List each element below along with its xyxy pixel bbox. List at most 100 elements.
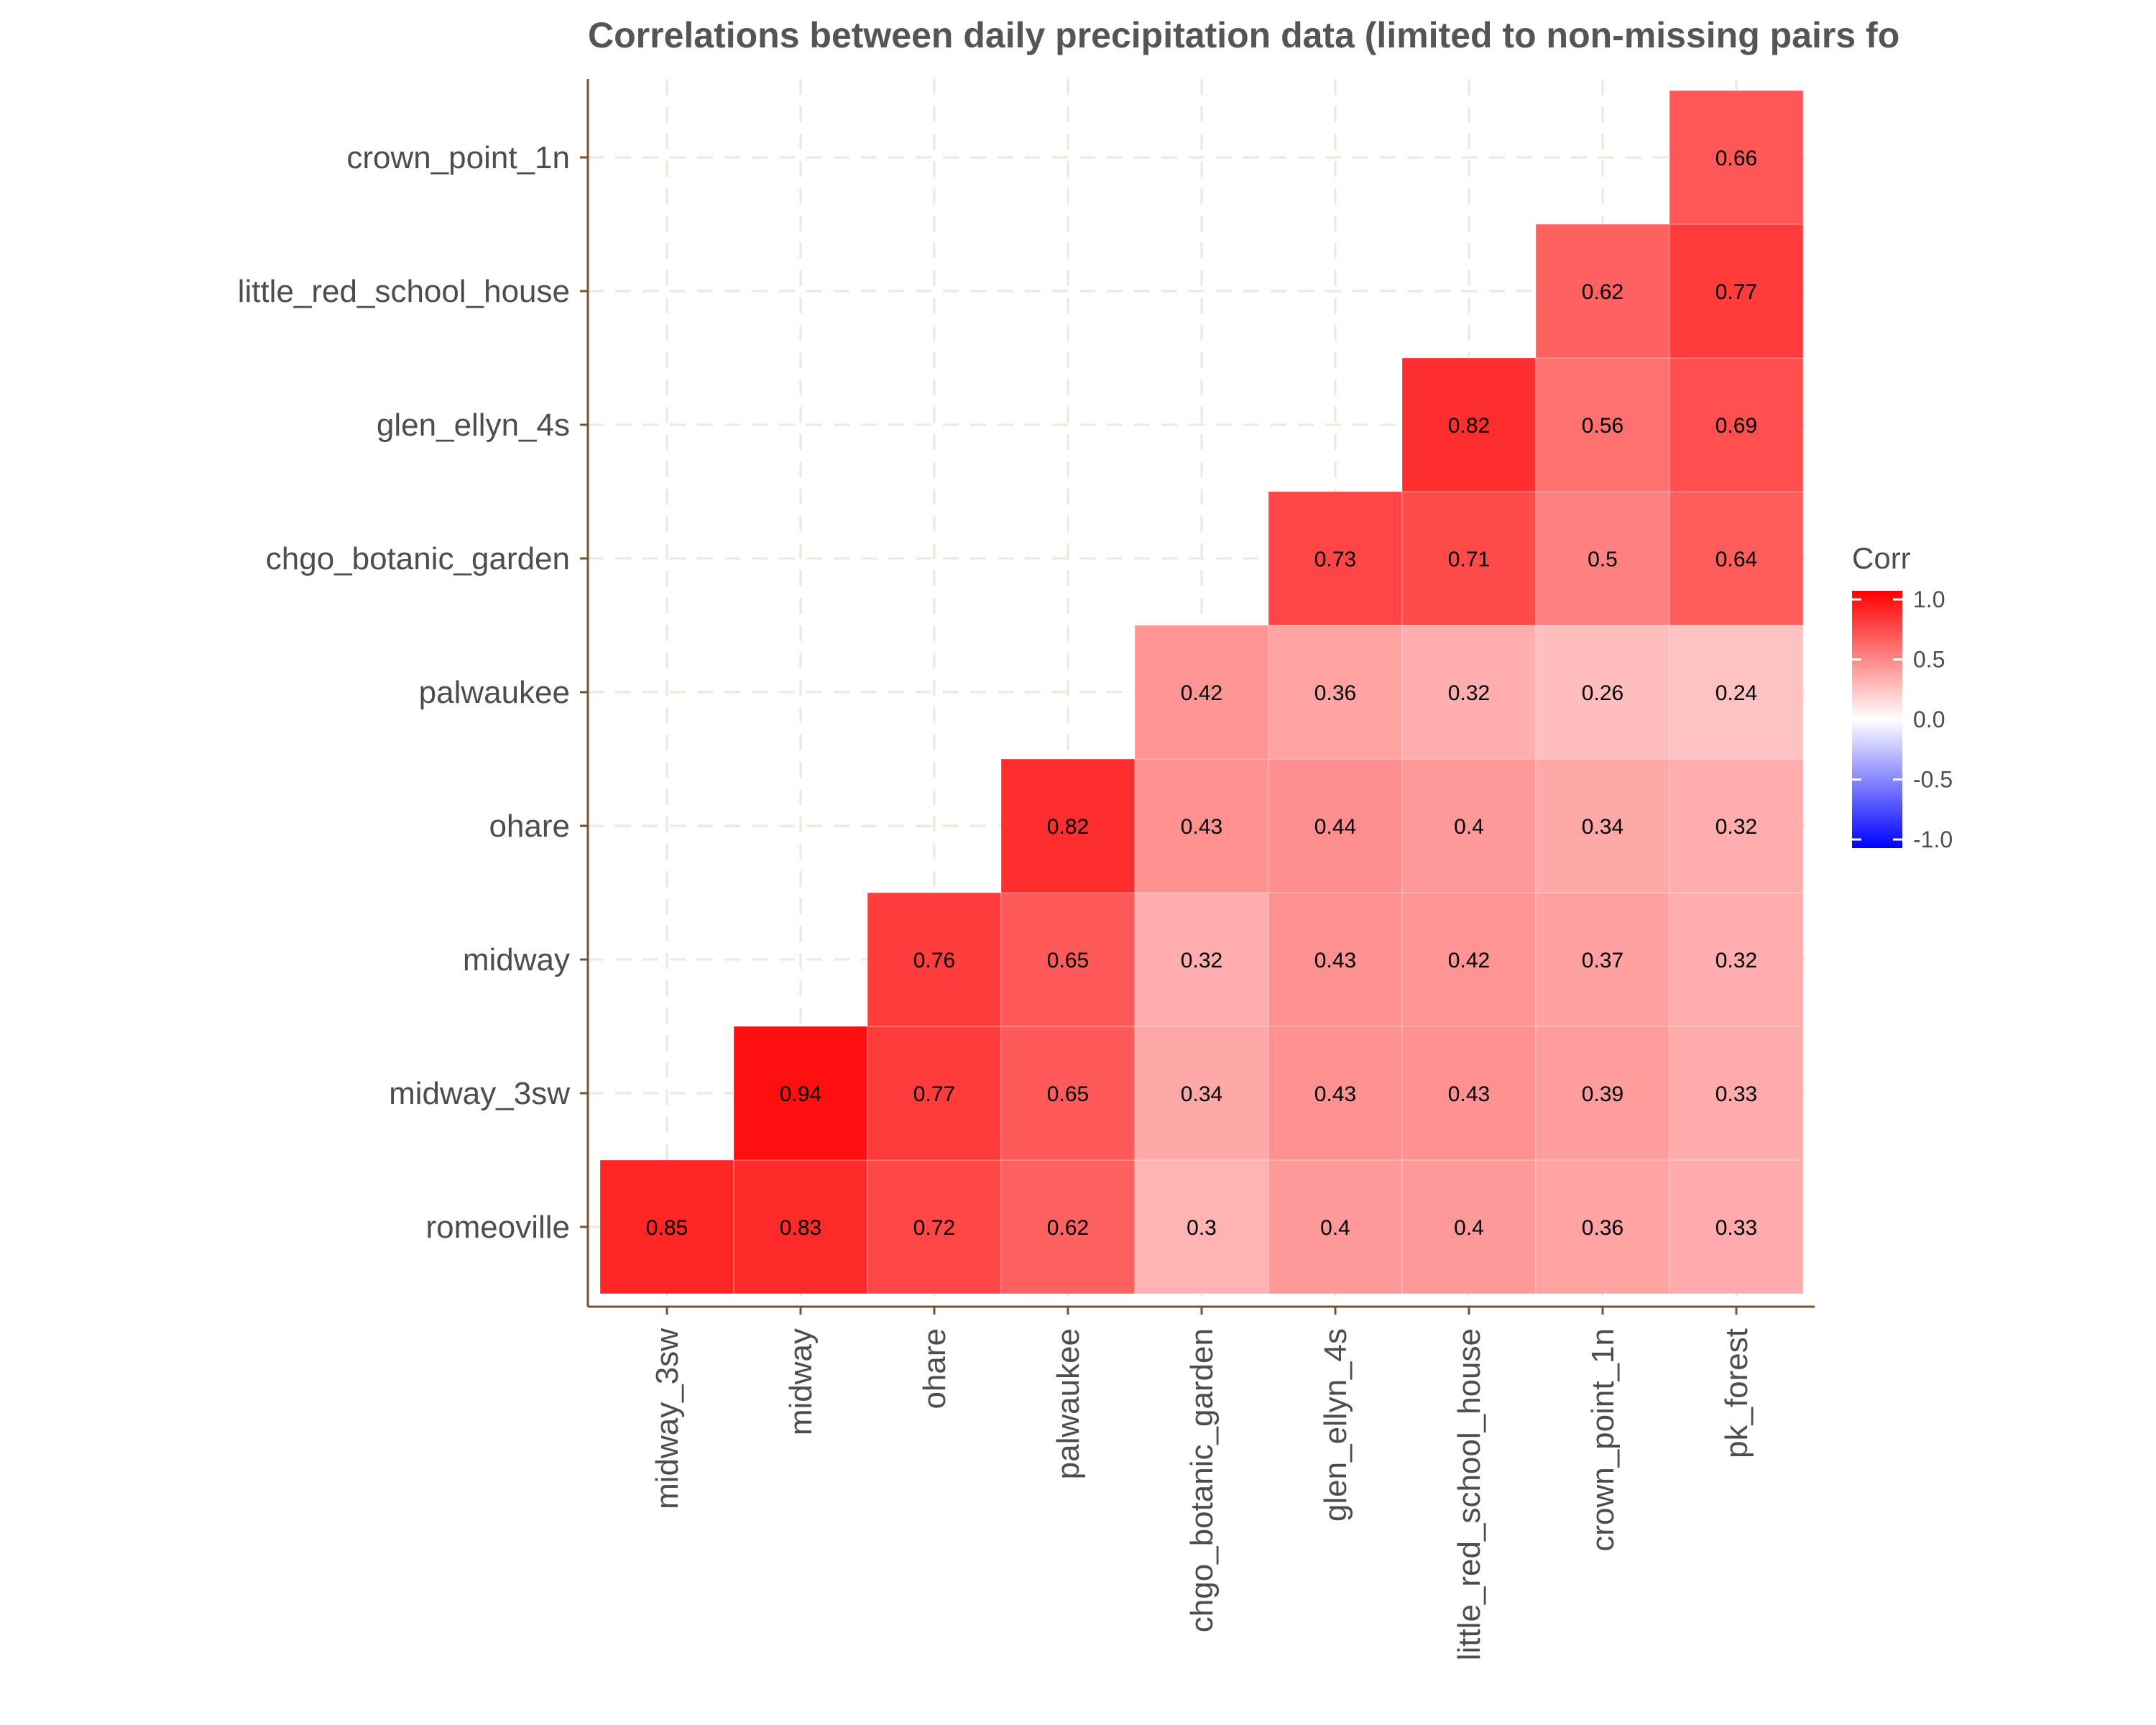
heatmap-cell — [1669, 357, 1804, 492]
cell-value-label: 0.4 — [1454, 1216, 1484, 1240]
y-axis-tick-label: ohare — [489, 809, 570, 844]
cell-value-label: 0.56 — [1582, 414, 1623, 438]
y-axis-tick-label: midway — [463, 942, 570, 978]
cell-value-label: 0.83 — [780, 1216, 821, 1240]
legend-label: 1.0 — [1913, 586, 1945, 612]
heatmap-cell — [1268, 625, 1403, 760]
x-axis-tick-label: midway — [783, 1328, 819, 1435]
heatmap-cell — [1401, 892, 1537, 1027]
y-axis-tick-label: glen_ellyn_4s — [377, 408, 570, 443]
heatmap-cell — [1535, 625, 1670, 760]
cell-value-label: 0.39 — [1582, 1082, 1623, 1106]
cell-value-label: 0.76 — [913, 949, 955, 972]
heatmap-cell — [1268, 1026, 1403, 1161]
axes — [580, 79, 1815, 1315]
cell-value-label: 0.32 — [1715, 949, 1757, 972]
heatmap-cell — [1535, 224, 1670, 359]
heatmap-cell — [1401, 625, 1537, 760]
x-axis-tick-label: chgo_botanic_garden — [1184, 1328, 1220, 1632]
cell-value-label: 0.69 — [1715, 414, 1757, 438]
cell-value-label: 0.3 — [1187, 1216, 1217, 1240]
cell-value-label: 0.44 — [1314, 815, 1356, 839]
heatmap-cell — [599, 1159, 734, 1294]
x-axis-tick-label: palwaukee — [1051, 1328, 1086, 1479]
heatmap-cell — [1669, 1159, 1804, 1294]
cell-value-label: 0.65 — [1047, 949, 1089, 972]
cell-value-label: 0.26 — [1582, 681, 1623, 705]
legend-title: Corr — [1852, 541, 1911, 575]
y-axis-tick-label: midway_3sw — [389, 1076, 570, 1111]
heatmap-cell — [1669, 1026, 1804, 1161]
y-axis-tick-label: romeoville — [425, 1210, 570, 1245]
cell-value-label: 0.33 — [1715, 1216, 1757, 1240]
heatmap-cell — [1000, 892, 1135, 1027]
heatmap-cell — [1669, 758, 1804, 893]
heatmap-cell — [1401, 1026, 1537, 1161]
heatmap-cell — [1401, 357, 1537, 492]
y-axis-tick-label: crown_point_1n — [346, 140, 570, 175]
y-axis-tick-labels: romeoville midway_3sw midway ohare palwaukee… — [238, 140, 571, 1245]
heatmap-cell — [1134, 1026, 1269, 1161]
cell-value-label: 0.66 — [1715, 147, 1757, 170]
cell-value-labels: 0.85 0.83 0.72 0.62 0.3 0.4 0.4 0.36 0.33 0.94 0.7… — [646, 147, 1757, 1240]
cell-value-label: 0.42 — [1448, 949, 1490, 972]
heatmap-cell — [1268, 1159, 1403, 1294]
cell-value-label: 0.65 — [1047, 1082, 1089, 1106]
cell-value-label: 0.71 — [1448, 548, 1490, 571]
cell-value-label: 0.82 — [1047, 815, 1089, 839]
cell-value-label: 0.72 — [913, 1216, 955, 1240]
color-legend: Corr 1.0 0.5 0.0 -0.5 -1.0 — [1852, 541, 1953, 852]
cell-value-label: 0.64 — [1715, 548, 1757, 571]
x-axis-tick-label: little_red_school_house — [1452, 1328, 1487, 1660]
heatmap-cell — [1535, 758, 1670, 893]
heatmap-cell — [1535, 892, 1670, 1027]
x-axis-tick-label: glen_ellyn_4s — [1318, 1328, 1353, 1522]
cell-value-label: 0.62 — [1582, 280, 1623, 304]
heatmap-cell — [1000, 1026, 1135, 1161]
heatmap-cell — [733, 1026, 868, 1161]
legend-label: -0.5 — [1913, 767, 1953, 793]
cell-value-label: 0.43 — [1448, 1082, 1490, 1106]
cell-value-label: 0.32 — [1448, 681, 1490, 705]
heatmap-cell — [1000, 1159, 1135, 1294]
cell-value-label: 0.33 — [1715, 1082, 1757, 1106]
heatmap-cell — [1134, 758, 1269, 893]
cell-value-label: 0.43 — [1181, 815, 1222, 839]
cell-value-label: 0.42 — [1181, 681, 1222, 705]
cell-value-label: 0.82 — [1448, 414, 1490, 438]
y-axis-tick-label: chgo_botanic_garden — [266, 541, 570, 576]
cell-value-label: 0.36 — [1582, 1216, 1623, 1240]
heatmap-cell — [1669, 224, 1804, 359]
heatmap-cell — [1134, 892, 1269, 1027]
heatmap-cell — [1669, 90, 1804, 225]
cell-value-label: 0.37 — [1582, 949, 1623, 972]
cell-value-label: 0.43 — [1314, 949, 1356, 972]
cell-value-label: 0.24 — [1715, 681, 1757, 705]
y-axis-tick-label: little_red_school_house — [238, 274, 570, 309]
cell-value-label: 0.4 — [1454, 815, 1484, 839]
heatmap-cell — [1268, 892, 1403, 1027]
legend-label: -1.0 — [1913, 827, 1953, 852]
heatmap-cell — [1268, 758, 1403, 893]
chart-title: Correlations between daily precipitation… — [588, 15, 1899, 55]
heatmap-cell — [1535, 1026, 1670, 1161]
cell-value-label: 0.4 — [1320, 1216, 1350, 1240]
heatmap-cell — [1268, 491, 1403, 626]
x-axis-tick-label: crown_point_1n — [1585, 1328, 1621, 1552]
cell-value-label: 0.5 — [1588, 548, 1618, 571]
heatmap-cell — [1535, 357, 1670, 492]
cell-value-label: 0.77 — [913, 1082, 955, 1106]
legend-label: 0.5 — [1913, 647, 1945, 673]
x-axis-tick-label: pk_forest — [1719, 1328, 1754, 1458]
x-axis-tick-label: ohare — [917, 1328, 952, 1409]
heatmap-cell — [1669, 892, 1804, 1027]
legend-label: 0.0 — [1913, 707, 1945, 732]
cell-value-label: 0.36 — [1314, 681, 1356, 705]
x-axis-tick-labels: midway_3sw midway ohare palwaukee chgo_botan… — [650, 1328, 1754, 1661]
heatmap-cells — [599, 90, 1804, 1294]
cell-value-label: 0.73 — [1314, 548, 1356, 571]
cell-value-label: 0.43 — [1314, 1082, 1356, 1106]
cell-value-label: 0.62 — [1047, 1216, 1089, 1240]
cell-value-label: 0.94 — [780, 1082, 821, 1106]
